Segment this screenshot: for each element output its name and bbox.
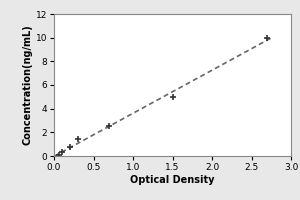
Y-axis label: Concentration(ng/mL): Concentration(ng/mL) [23,25,33,145]
X-axis label: Optical Density: Optical Density [130,175,215,185]
